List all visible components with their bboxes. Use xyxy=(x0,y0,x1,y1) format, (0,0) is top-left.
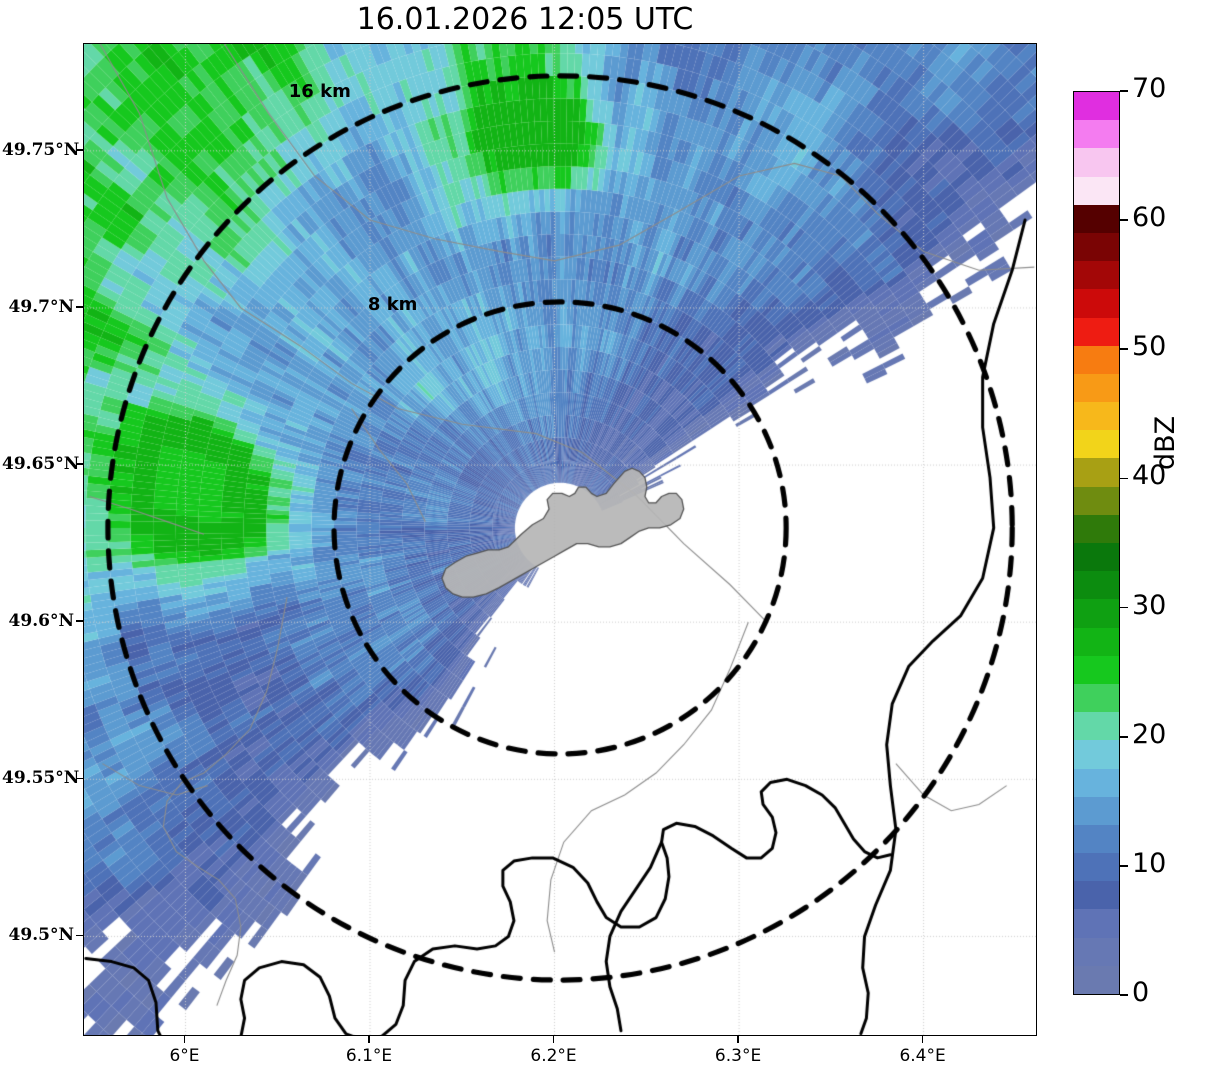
colorbar-tick-label: 60 xyxy=(1132,202,1167,234)
colorbar-segment xyxy=(1074,543,1119,572)
colorbar-tick xyxy=(1120,994,1128,996)
colorbar-segment xyxy=(1074,92,1119,121)
colorbar-segment xyxy=(1074,430,1119,459)
colorbar-segment xyxy=(1074,796,1119,825)
colorbar xyxy=(1073,91,1120,995)
y-axis-tick-label: 49.7°N xyxy=(8,296,74,317)
x-axis-tick xyxy=(368,1036,370,1043)
colorbar-segment xyxy=(1074,965,1119,994)
x-axis-tick xyxy=(737,1036,739,1043)
colorbar-segment xyxy=(1074,402,1119,431)
x-axis-tick-label: 6.4°E xyxy=(899,1046,946,1066)
colorbar-segment xyxy=(1074,571,1119,600)
colorbar-segment xyxy=(1074,176,1119,205)
colorbar-segment xyxy=(1074,824,1119,854)
map-overlay-vectors xyxy=(84,44,1036,1035)
colorbar-segment xyxy=(1074,204,1119,233)
x-axis-tick-label: 6.1°E xyxy=(345,1046,393,1066)
colorbar-tick xyxy=(1120,606,1128,609)
colorbar-tick-label: 70 xyxy=(1132,73,1167,104)
colorbar-tick xyxy=(1120,865,1128,867)
colorbar-segment xyxy=(1074,937,1119,966)
range-ring-8km-label: 8 km xyxy=(367,293,418,315)
colorbar-segment xyxy=(1074,627,1119,656)
x-axis-tick-label: 6°E xyxy=(169,1046,200,1066)
radar-map-plot: 16 km 8 km xyxy=(83,43,1037,1036)
colorbar-tick xyxy=(1120,348,1128,351)
y-axis-tick xyxy=(76,934,83,937)
x-axis-tick xyxy=(921,1036,924,1043)
colorbar-segment xyxy=(1074,853,1119,882)
colorbar-tick xyxy=(1120,477,1128,480)
colorbar-segment xyxy=(1074,740,1119,769)
colorbar-segment xyxy=(1074,881,1119,910)
colorbar-segment xyxy=(1074,683,1119,713)
y-axis-tick xyxy=(76,463,83,465)
colorbar-segment xyxy=(1074,486,1119,515)
colorbar-segment xyxy=(1074,317,1119,346)
colorbar-tick-label: 20 xyxy=(1132,718,1167,750)
colorbar-segment xyxy=(1074,458,1119,487)
colorbar-segment xyxy=(1074,148,1119,177)
colorbar-segment xyxy=(1074,514,1119,543)
y-axis-tick-label: 49.75°N xyxy=(2,139,80,160)
y-axis-tick xyxy=(76,149,83,151)
colorbar-segment xyxy=(1074,909,1119,938)
page-title: 16.01.2026 12:05 UTC xyxy=(356,2,694,37)
colorbar-segment xyxy=(1074,712,1119,741)
colorbar-tick-label: 30 xyxy=(1132,589,1167,621)
y-axis-tick xyxy=(76,777,83,780)
colorbar-tick-label: 0 xyxy=(1132,977,1150,1008)
colorbar-segment xyxy=(1074,345,1119,374)
colorbar-segment xyxy=(1074,261,1119,290)
x-axis-tick-label: 6.2°E xyxy=(530,1046,577,1066)
y-axis-tick xyxy=(76,620,83,622)
colorbar-segment xyxy=(1074,232,1119,262)
colorbar-segment xyxy=(1074,120,1119,149)
colorbar-label: dBZ xyxy=(1150,415,1181,470)
colorbar-tick xyxy=(1120,735,1128,738)
colorbar-tick-label: 40 xyxy=(1132,460,1167,492)
x-axis-tick xyxy=(552,1036,555,1043)
y-axis-tick xyxy=(76,306,83,308)
colorbar-segment xyxy=(1074,599,1119,628)
y-axis-tick-label: 49.65°N xyxy=(2,454,80,475)
y-axis-tick-label: 49.55°N xyxy=(2,768,80,789)
colorbar-tick-label: 50 xyxy=(1132,331,1167,363)
colorbar-segment xyxy=(1074,768,1119,797)
colorbar-segment xyxy=(1074,289,1119,318)
colorbar-segment xyxy=(1074,373,1119,403)
y-axis-tick-label: 49.6°N xyxy=(8,611,74,632)
colorbar-tick-label: 10 xyxy=(1132,847,1167,879)
colorbar-tick xyxy=(1120,90,1128,92)
colorbar-tick xyxy=(1120,219,1128,221)
x-axis-tick-label: 6.3°E xyxy=(714,1046,762,1066)
y-axis-tick-label: 49.5°N xyxy=(8,925,74,946)
x-axis-tick xyxy=(183,1036,186,1043)
colorbar-segment xyxy=(1074,655,1119,684)
range-ring-16km-label: 16 km xyxy=(288,81,351,103)
